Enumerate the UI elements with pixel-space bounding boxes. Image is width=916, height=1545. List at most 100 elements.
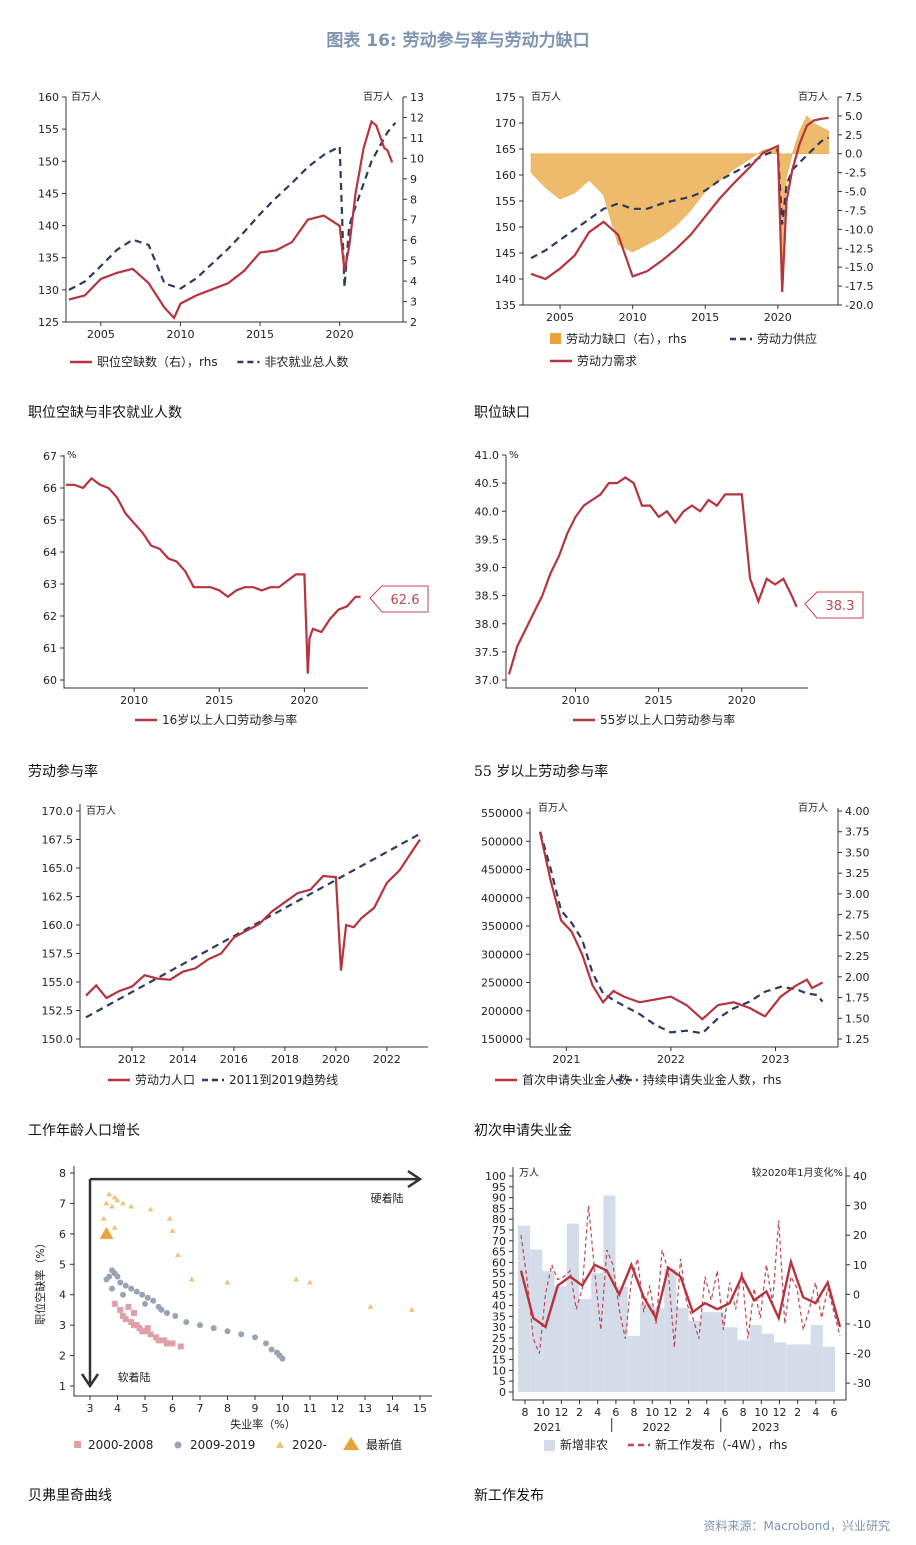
bar-new-nonfarm — [700, 1312, 714, 1392]
legend-label: 劳动力供应 — [757, 331, 817, 346]
bar-new-nonfarm — [786, 1344, 799, 1392]
bar-new-nonfarm — [676, 1307, 689, 1392]
y2-tick-label: 40 — [853, 1170, 867, 1183]
chart-caption: 职位空缺与非农就业人数 — [28, 405, 182, 421]
x-tick-label: 8 — [631, 1406, 638, 1419]
point-2009-2019 — [117, 1279, 124, 1286]
chart-caption: 职位缺口 — [474, 405, 530, 421]
bar-new-nonfarm — [725, 1327, 738, 1392]
left-unit-label: % — [67, 450, 77, 461]
axis-frame — [505, 455, 808, 689]
point-2020-onward — [293, 1276, 300, 1282]
x-tick-label: 2023 — [761, 1053, 789, 1066]
x-tick-label: 12 — [772, 1406, 786, 1419]
y-tick-label: 140 — [38, 220, 59, 233]
latest-value-callout — [369, 585, 429, 613]
x-tick-label: 4 — [703, 1406, 710, 1419]
chart-participation-rate: 67 66 65 64 63 62 61 60 2010 2015 2020% 62.6 16岁以上人口… — [28, 450, 429, 780]
x-tick-label: 14 — [386, 1402, 400, 1415]
legend-label: 2011到2019趋势线 — [229, 1073, 338, 1087]
y-tick-label: 11 — [410, 132, 424, 145]
point-2009-2019 — [128, 1285, 135, 1292]
x-tick-label: 10 — [754, 1406, 768, 1419]
y-tick-label: 35 — [492, 1310, 506, 1323]
y-tick-label: 40.0 — [475, 505, 500, 518]
x-tick-label: 2015 — [205, 694, 233, 707]
y-tick-label: 155.0 — [42, 976, 74, 989]
soft-landing-arrowhead — [80, 1373, 100, 1389]
series-weekly-postings-line — [520, 1205, 841, 1354]
series-job-openings-line — [68, 119, 394, 320]
y-tick-label: 160 — [38, 91, 59, 104]
right-unit-label: 百万人 — [798, 802, 828, 814]
y-tick-label: 50 — [492, 1278, 506, 1291]
point-2009-2019 — [263, 1340, 269, 1347]
y-tick-label: 64 — [43, 546, 57, 559]
legend-label: 新工作发布（-4W），rhs — [655, 1437, 787, 1452]
point-2009-2019 — [224, 1328, 231, 1335]
y-tick-label: 100 — [485, 1170, 506, 1183]
legend-label: 2009-2019 — [190, 1438, 255, 1452]
x-tick-label: 2005 — [546, 311, 574, 324]
bar-new-nonfarm — [822, 1346, 835, 1392]
y2-tick-label: -10 — [853, 1318, 871, 1331]
y-tick-label: 200000 — [481, 1005, 523, 1018]
y2-tick-label: 30 — [853, 1200, 867, 1213]
point-2009-2019 — [252, 1334, 258, 1341]
point-2020-onward — [188, 1276, 195, 1282]
legend-label: 最新值 — [366, 1437, 402, 1452]
point-2009-2019 — [183, 1319, 190, 1326]
point-2000-2008 — [142, 1328, 148, 1335]
y-tick-label: 45 — [492, 1289, 506, 1302]
bar-new-nonfarm — [774, 1342, 787, 1392]
y-tick-label: 7.5 — [845, 91, 863, 104]
point-2009-2019 — [210, 1325, 217, 1332]
chart-caption: 55 岁以上劳动参与率 — [474, 763, 608, 780]
legend-label: 非农就业总人数 — [264, 354, 348, 369]
point-2000-2008 — [144, 1325, 151, 1332]
y-tick-label: 5 — [59, 1258, 66, 1271]
y-tick-label: 3 — [410, 296, 417, 309]
point-2009-2019 — [122, 1282, 129, 1289]
bar-new-nonfarm — [591, 1273, 604, 1392]
chart-caption: 贝弗里奇曲线 — [28, 1487, 112, 1504]
y-tick-label: 7 — [59, 1197, 66, 1210]
x-tick-label: 2015 — [691, 311, 719, 324]
series-initial-claims-line — [539, 832, 824, 1021]
point-2020-onward — [120, 1200, 126, 1206]
series-participation-line — [66, 476, 361, 674]
point-2009-2019 — [144, 1294, 151, 1301]
y-tick-label: 135 — [38, 252, 59, 265]
y-tick-label: 65 — [492, 1246, 506, 1259]
latest-value-callout — [804, 591, 864, 619]
y-tick-label: 4 — [410, 275, 417, 288]
bar-new-nonfarm — [664, 1268, 677, 1392]
point-2000-2008 — [169, 1340, 176, 1347]
point-latest — [99, 1226, 114, 1239]
bar-new-nonfarm — [578, 1299, 592, 1392]
y-tick-label: 61 — [43, 642, 57, 655]
bar-new-nonfarm — [639, 1303, 653, 1392]
x-tick-label: 6 — [831, 1406, 838, 1419]
y-tick-label: 125 — [38, 316, 59, 329]
right-unit-label: 百万人 — [798, 91, 828, 103]
y-tick-label: 85 — [492, 1202, 506, 1215]
bar-new-nonfarm — [761, 1333, 775, 1392]
point-2000-2008 — [128, 1319, 135, 1326]
y-tick-label: 130 — [38, 284, 59, 297]
legend-label: 劳动力需求 — [577, 354, 637, 368]
x-tick-label: 2 — [685, 1406, 692, 1419]
point-2000-2008 — [147, 1331, 154, 1338]
y-tick-label: 150 — [495, 221, 516, 234]
point-2000-2008 — [136, 1325, 143, 1332]
legend-label: 职位空缺数（右），rhs — [97, 354, 218, 369]
y-tick-label: 66 — [43, 482, 57, 495]
axis-frame — [73, 1166, 432, 1397]
point-2009-2019 — [109, 1285, 115, 1292]
left-unit-label: 万人 — [519, 1167, 539, 1179]
y-tick-label: 135 — [495, 299, 516, 312]
point-2009-2019 — [268, 1346, 275, 1353]
y-tick-label: 37.5 — [475, 646, 500, 659]
soft-landing-label: 软着陆 — [118, 1370, 151, 1384]
chart-labor-gap: 175 170 165 160 155 150 145 140 135 7.5 5.0 2.5 0.0 -… — [474, 91, 873, 421]
